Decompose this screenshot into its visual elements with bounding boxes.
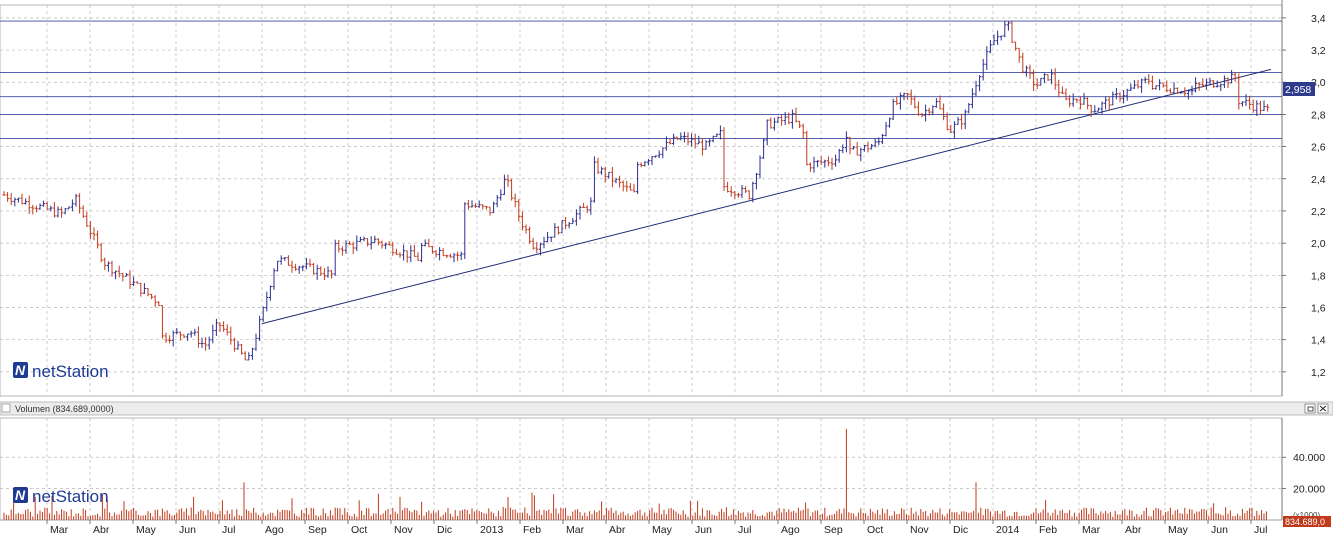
logo-text: netStation [32,487,109,506]
x-tick-label: May [1168,524,1189,536]
volume-tick-label: 40.000 [1293,452,1325,464]
trendline[interactable] [261,68,1272,325]
volume-last-label: 834.689,0 [1285,517,1325,527]
price-tick-label: 1,6 [1311,303,1326,315]
logo-mark: N [15,362,26,378]
volume-unit-label: (x1000) [1293,511,1320,520]
x-tick-label: Jul [222,524,235,536]
price-tick-label: 2,0 [1311,238,1326,250]
restore-icon[interactable] [1304,403,1316,414]
volume-panel-title: Volumen (834.689,0000) [15,404,114,414]
x-tick-label: 2013 [480,524,504,536]
netstation-logo-bottom: N netStation [13,487,109,506]
logo-mark: N [15,487,26,503]
x-tick-label: Abr [93,524,110,536]
x-tick-label: Nov [394,524,413,536]
x-tick-label: Mar [1082,524,1101,536]
x-tick-label: Ago [781,524,800,536]
x-tick-label: Jul [1254,524,1267,536]
price-tick-label: 2,4 [1311,174,1326,186]
x-tick-label: Dic [437,524,452,536]
price-tick-label: 1,4 [1311,335,1326,347]
x-tick-label: Jun [695,524,712,536]
netstation-logo-top: N netStation [13,362,109,381]
x-tick-label: Oct [351,524,367,536]
last-price-badge [1283,81,1315,96]
last-price-label: 2,958 [1285,84,1311,96]
volume-last-badge [1283,516,1331,527]
price-tick-label: 2,8 [1311,109,1326,121]
price-tick-label: 1,2 [1311,367,1326,379]
x-tick-label: Dic [953,524,968,536]
x-tick-label: Nov [910,524,929,536]
panel-menu-icon[interactable] [1,403,11,413]
x-tick-label: Sep [308,524,327,536]
x-tick-label: Jun [179,524,196,536]
x-tick-label: 2014 [996,524,1020,536]
close-icon[interactable] [1317,403,1329,414]
x-tick-label: Abr [609,524,626,536]
x-tick-label: Oct [867,524,883,536]
volume-tick-label: 20.000 [1293,484,1325,496]
price-tick-label: 3,2 [1311,45,1326,57]
x-tick-label: May [136,524,157,536]
x-tick-label: Ago [265,524,284,536]
x-tick-label: Feb [1039,524,1057,536]
price-tick-label: 2,6 [1311,142,1326,154]
price-tick-label: 1,8 [1311,270,1326,282]
x-tick-label: Feb [523,524,541,536]
x-tick-label: Mar [50,524,69,536]
x-tick-label: May [652,524,673,536]
price-tick-label: 2,2 [1311,206,1326,218]
x-tick-label: Sep [824,524,843,536]
x-tick-label: Jul [738,524,751,536]
x-tick-label: Jun [1211,524,1228,536]
logo-text: netStation [32,362,109,381]
x-tick-label: Mar [566,524,585,536]
price-tick-label: 3,4 [1311,13,1326,25]
x-tick-label: Abr [1125,524,1142,536]
